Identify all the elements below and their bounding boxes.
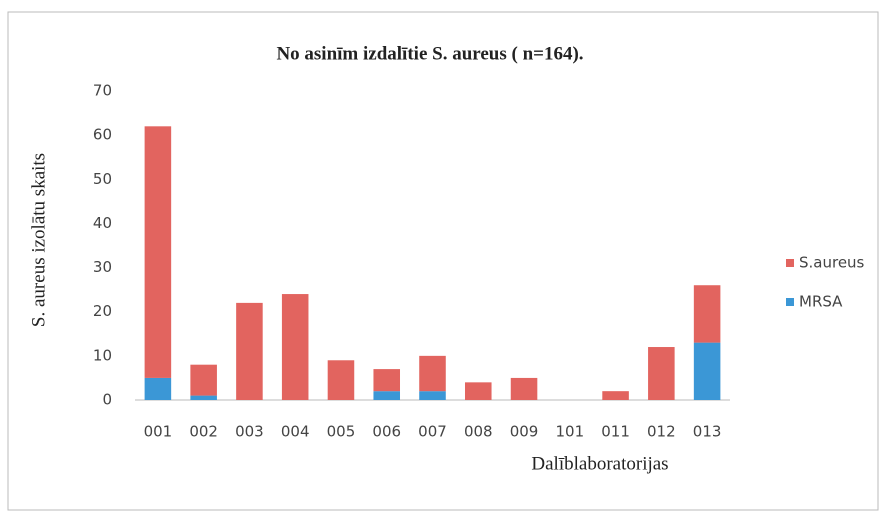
y-tick-label: 60 [93,126,112,144]
bar-segment [419,391,446,400]
bar-segment [693,342,721,400]
x-tick-label: 013 [693,423,722,441]
x-tick-label: 101 [555,423,584,441]
bar-segment [144,377,172,400]
x-tick-label: 004 [281,423,310,441]
legend-label: S.aureus [799,254,865,272]
bar-segment [373,369,401,392]
y-axis-title: S. aureus izolātu skaits [28,153,49,327]
y-tick-label: 70 [93,82,112,100]
y-tick-label: 20 [93,302,112,320]
bar-segment [464,382,492,400]
bar-segment [190,364,217,396]
legend-swatch [786,259,794,267]
bar-segment [510,377,538,400]
bar-segment [602,391,629,400]
bar-segment [693,285,721,343]
bar-segment [327,360,355,400]
x-tick-label: 011 [601,423,630,441]
y-tick-label: 0 [102,391,112,409]
y-tick-label: 10 [93,346,112,364]
x-tick-label: 012 [647,423,676,441]
y-tick-label: 40 [93,214,112,232]
x-tick-label: 007 [418,423,447,441]
x-tick-label: 001 [144,423,173,441]
x-tick-label: 003 [235,423,264,441]
bar-segment [236,302,263,400]
x-tick-label: 005 [327,423,356,441]
bar-segment [144,126,172,378]
y-tick-label: 50 [93,170,112,188]
x-tick-label: 009 [510,423,539,441]
chart-title: No asinīm izdalītie S. aureus ( n=164). [276,43,583,64]
x-tick-label: 008 [464,423,493,441]
bar-segment [190,395,217,400]
x-tick-label: 002 [189,423,218,441]
bar-segment [373,391,401,400]
bar-segment [648,347,675,400]
y-tick-label: 30 [93,258,112,276]
x-axis-title: Dalīblaboratorijas [531,453,668,474]
legend-label: MRSA [799,293,843,311]
legend-swatch [786,298,794,306]
bar-segment [419,355,446,392]
bar-segment [281,294,309,400]
x-tick-label: 006 [372,423,401,441]
